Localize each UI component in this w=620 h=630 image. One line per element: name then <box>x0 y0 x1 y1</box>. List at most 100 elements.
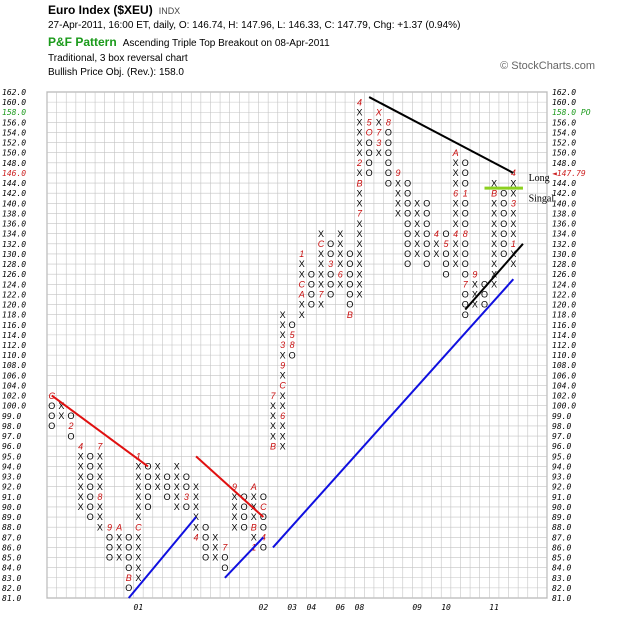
o-box: O <box>443 259 450 269</box>
x-tick-label: 02 <box>259 603 269 612</box>
o-box: O <box>346 300 353 310</box>
o-box: O <box>202 532 209 542</box>
x-box: X <box>356 259 362 269</box>
y-tick-label-right: 98.0 <box>552 422 571 431</box>
month-marker: 4 <box>357 97 362 107</box>
watermark: © StockCharts.com <box>500 60 595 72</box>
o-box: O <box>125 553 132 563</box>
y-tick-label-left: 152.0 <box>2 139 26 148</box>
y-tick-label-right: 97.0 <box>552 432 571 441</box>
x-tick-label: 01 <box>134 603 144 612</box>
o-box: O <box>346 259 353 269</box>
o-box: O <box>308 290 315 300</box>
x-box: X <box>280 431 286 441</box>
x-box: X <box>395 199 401 209</box>
x-box: X <box>472 300 478 310</box>
o-box: O <box>48 401 55 411</box>
y-tick-label-left: 95.0 <box>2 452 21 461</box>
o-box: O <box>144 482 151 492</box>
y-tick-label-left: 150.0 <box>2 149 26 158</box>
o-box: O <box>144 472 151 482</box>
y-tick-label-right: 150.0 <box>552 149 576 158</box>
y-tick-label-right: 120.0 <box>552 301 576 310</box>
o-box: O <box>308 279 315 289</box>
o-box: O <box>260 543 267 553</box>
x-box: X <box>231 522 237 532</box>
x-box: X <box>193 482 199 492</box>
x-tick-label: 04 <box>307 603 317 612</box>
y-tick-label-left: 89.0 <box>2 513 21 522</box>
o-box: O <box>48 411 55 421</box>
month-marker: 3 <box>511 199 516 209</box>
o-box: O <box>404 229 411 239</box>
o-box: O <box>260 492 267 502</box>
o-box: O <box>462 249 469 259</box>
x-box: X <box>510 178 516 188</box>
month-marker: 4 <box>511 168 516 178</box>
o-box: O <box>202 543 209 553</box>
x-box: X <box>453 249 459 259</box>
o-box: O <box>106 543 113 553</box>
x-box: X <box>356 188 362 198</box>
x-box: X <box>453 219 459 229</box>
o-box: O <box>500 188 507 198</box>
y-tick-label-left: 99.0 <box>2 412 21 421</box>
x-box: X <box>97 452 103 462</box>
month-marker: 5 <box>290 330 296 340</box>
x-box: X <box>491 219 497 229</box>
x-box: X <box>174 502 180 512</box>
y-tick-label-left: 138.0 <box>2 209 26 218</box>
month-marker: 7 <box>222 543 228 553</box>
x-box: X <box>337 259 343 269</box>
o-box: O <box>260 512 267 522</box>
y-tick-label-left: 96.0 <box>2 442 21 451</box>
month-marker: 4 <box>434 229 439 239</box>
x-tick-label: 08 <box>355 603 365 612</box>
last-price-label: ◄147.79 <box>552 169 586 178</box>
x-box: X <box>356 107 362 117</box>
month-marker: 7 <box>463 279 469 289</box>
y-tick-label-right: 110.0 <box>552 351 576 360</box>
y-tick-label-left: 116.0 <box>2 321 26 330</box>
x-box: X <box>414 239 420 249</box>
x-box: X <box>453 158 459 168</box>
trendline <box>272 278 515 549</box>
x-box: X <box>116 532 122 542</box>
o-box: O <box>289 320 296 330</box>
x-box: X <box>356 249 362 259</box>
o-box: O <box>87 472 94 482</box>
y-tick-label-right: 138.0 <box>552 209 576 218</box>
y-tick-label-left: 112.0 <box>2 341 26 350</box>
y-tick-label-left: 162.0 <box>2 88 26 97</box>
o-box: O <box>87 512 94 522</box>
y-tick-label-right: 154.0 <box>552 128 576 137</box>
x-box: X <box>376 148 382 158</box>
o-box: O <box>327 269 334 279</box>
o-box: O <box>404 178 411 188</box>
x-tick-label: 06 <box>335 603 345 612</box>
o-box: O <box>346 269 353 279</box>
o-box: O <box>87 502 94 512</box>
y-tick-label-left: 83.0 <box>2 574 21 583</box>
right-label-bg <box>549 107 593 118</box>
o-box: O <box>462 259 469 269</box>
month-marker: C <box>299 279 306 289</box>
x-box: X <box>337 249 343 259</box>
x-box: X <box>135 573 141 583</box>
month-marker: 9 <box>280 360 285 370</box>
x-box: X <box>174 462 180 472</box>
x-tick-label: 09 <box>412 603 422 612</box>
y-tick-label-right: 84.0 <box>552 564 571 573</box>
o-box: O <box>87 462 94 472</box>
o-box: O <box>125 563 132 573</box>
o-box: O <box>221 563 228 573</box>
y-tick-label-left: 106.0 <box>2 371 26 380</box>
o-box: O <box>481 300 488 310</box>
y-tick-label-right: 100.0 <box>552 402 576 411</box>
x-box: X <box>97 512 103 522</box>
o-box: O <box>385 158 392 168</box>
x-box: X <box>356 199 362 209</box>
y-tick-label-left: 156.0 <box>2 118 26 127</box>
y-tick-label-right: 112.0 <box>552 341 576 350</box>
y-tick-label-right: 148.0 <box>552 159 576 168</box>
